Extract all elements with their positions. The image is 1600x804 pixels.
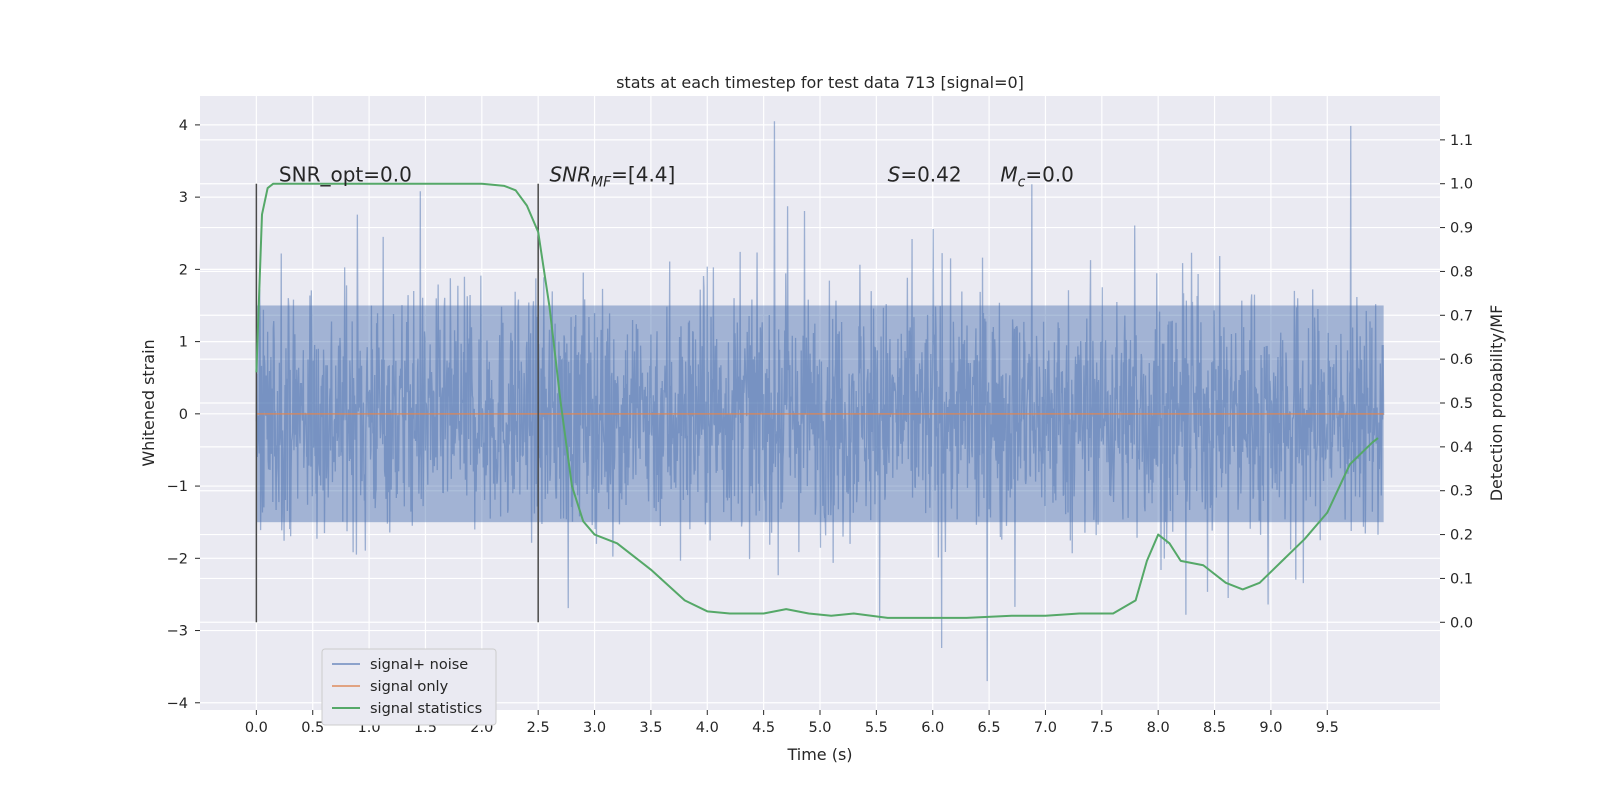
x-tick-label: 5.5: [865, 720, 888, 736]
legend-label-signal-noise: signal+ noise: [370, 657, 468, 673]
annotations: SNR_opt=0.0 SNRMF=[4.4] S=0.42 Mc=0.0: [279, 163, 1074, 191]
x-tick-label: 3.0: [583, 720, 606, 736]
legend-label-signal-statistics: signal statistics: [370, 701, 482, 717]
x-tick-label: 7.5: [1090, 720, 1113, 736]
x-tick-label: 6.0: [921, 720, 944, 736]
y-right-tick-label: 0.5: [1450, 396, 1473, 412]
legend-box: [321, 648, 497, 726]
y-axis-label: Whitened strain: [139, 339, 158, 466]
x-tick-label: 4.5: [752, 720, 775, 736]
x-tick-label: 0.0: [245, 720, 268, 736]
y-right-tick-label: 0.4: [1450, 440, 1473, 456]
y-right-tick-label: 1.1: [1450, 133, 1473, 149]
annotation: SNRMF=[4.4]: [549, 163, 675, 191]
x-tick-label: 9.0: [1259, 720, 1282, 736]
y-right-tick-label: 0.9: [1450, 221, 1473, 237]
x-tick-label: 4.0: [696, 720, 719, 736]
y-tick-label: −4: [167, 696, 188, 712]
x-tick-label: 8.5: [1203, 720, 1226, 736]
chart-title: stats at each timestep for test data 713…: [616, 73, 1024, 92]
legend: signal+ noise signal only signal statist…: [321, 648, 497, 726]
x-tick-label: 8.0: [1147, 720, 1170, 736]
x-tick-label: 0.5: [301, 720, 324, 736]
x-axis-label: Time (s): [786, 745, 852, 764]
legend-label-signal-only: signal only: [370, 679, 449, 695]
y-tick-label: −3: [167, 624, 188, 640]
x-tick-label: 2.5: [527, 720, 550, 736]
annotation: SNR_opt=0.0: [279, 163, 412, 187]
vertical-markers: [255, 183, 539, 623]
y-tick-label: 0: [179, 407, 188, 423]
x-tick-label: 9.5: [1316, 720, 1339, 736]
y-tick-label: −2: [167, 551, 188, 567]
y-right-tick-label: 1.0: [1450, 177, 1473, 193]
y-tick-label: 4: [179, 118, 188, 134]
y-tick-label: 3: [179, 190, 188, 206]
x-tick-label: 7.0: [1034, 720, 1057, 736]
annotation: S=0.42: [888, 163, 962, 187]
y-tick-label: 2: [179, 262, 188, 278]
y-right-tick-label: 0.1: [1450, 571, 1473, 587]
y-axis-right-label: Detection probability/MF: [1487, 305, 1506, 502]
signal-statistics-line: [255, 182, 1379, 619]
y-right-tick-label: 0.8: [1450, 264, 1473, 280]
x-tick-label: 6.5: [978, 720, 1001, 736]
y-right-tick-label: 0.0: [1450, 615, 1473, 631]
y-tick-label: −1: [167, 479, 188, 495]
y-right-tick-label: 0.7: [1450, 308, 1473, 324]
noise-trace: [255, 121, 1385, 682]
x-tick-label: 5.0: [808, 720, 831, 736]
series-signal-statistics: [255, 182, 1379, 619]
y-tick-label: 1: [179, 335, 188, 351]
y-right-tick-label: 0.6: [1450, 352, 1473, 368]
y-right-tick-label: 0.3: [1450, 484, 1473, 500]
y-right-tick-label: 0.2: [1450, 528, 1473, 544]
ticks: 0.0 0.5 1.0 1.5 2.0 2.5 3.0 3.5 4.0 4.5 5.0 5.5 6.0 6…: [167, 118, 1473, 736]
annotation: Mc=0.0: [1000, 163, 1074, 191]
x-tick-label: 3.5: [639, 720, 662, 736]
